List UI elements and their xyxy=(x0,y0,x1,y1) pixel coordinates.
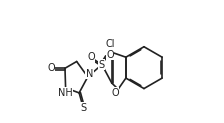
Text: O: O xyxy=(47,63,55,73)
Text: O: O xyxy=(111,88,119,98)
Text: O: O xyxy=(87,52,95,62)
Text: Cl: Cl xyxy=(106,39,115,49)
Text: S: S xyxy=(80,103,86,113)
Text: O: O xyxy=(106,50,114,60)
Text: S: S xyxy=(99,60,105,70)
Text: N: N xyxy=(86,69,93,79)
Text: NH: NH xyxy=(58,88,72,98)
